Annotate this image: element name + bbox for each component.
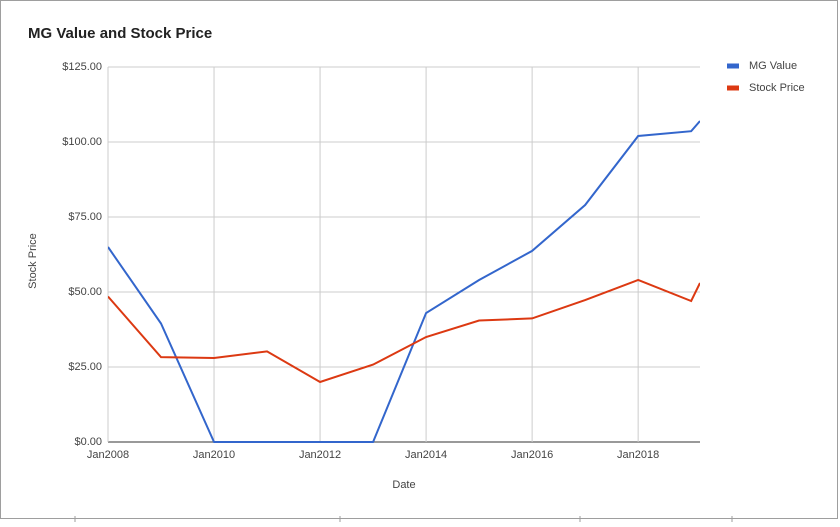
y-tick-label: $125.00: [62, 61, 102, 73]
x-tick-label: Jan2012: [299, 449, 341, 461]
x-tick-label: Jan2018: [617, 449, 659, 461]
y-tick-label: $100.00: [62, 136, 102, 148]
legend-swatch: [727, 63, 739, 69]
y-axis-title: Stock Price: [27, 233, 39, 289]
x-axis-title: Date: [392, 479, 415, 491]
y-tick-label: $25.00: [68, 361, 102, 373]
legend-label: Stock Price: [749, 82, 805, 94]
series-line: [108, 120, 700, 443]
legend-swatch: [727, 85, 739, 91]
x-tick-label: Jan2016: [511, 449, 553, 461]
x-tick-label: Jan2014: [405, 449, 447, 461]
grid: $0.00 $25.00 $50.00 $75.00 $100.00 $125.00 Jan…: [62, 61, 700, 461]
legend-label: MG Value: [749, 60, 797, 72]
y-tick-label: $0.00: [74, 436, 102, 448]
x-tick-label: Jan2010: [193, 449, 235, 461]
y-tick-label: $50.00: [68, 286, 102, 298]
legend: MG Value Stock Price: [727, 60, 805, 94]
x-tick-label: Jan2008: [87, 449, 129, 461]
plot: [108, 120, 700, 443]
series-line: [108, 278, 700, 384]
y-tick-label: $75.00: [68, 211, 102, 223]
chart-title: MG Value and Stock Price: [28, 25, 212, 42]
